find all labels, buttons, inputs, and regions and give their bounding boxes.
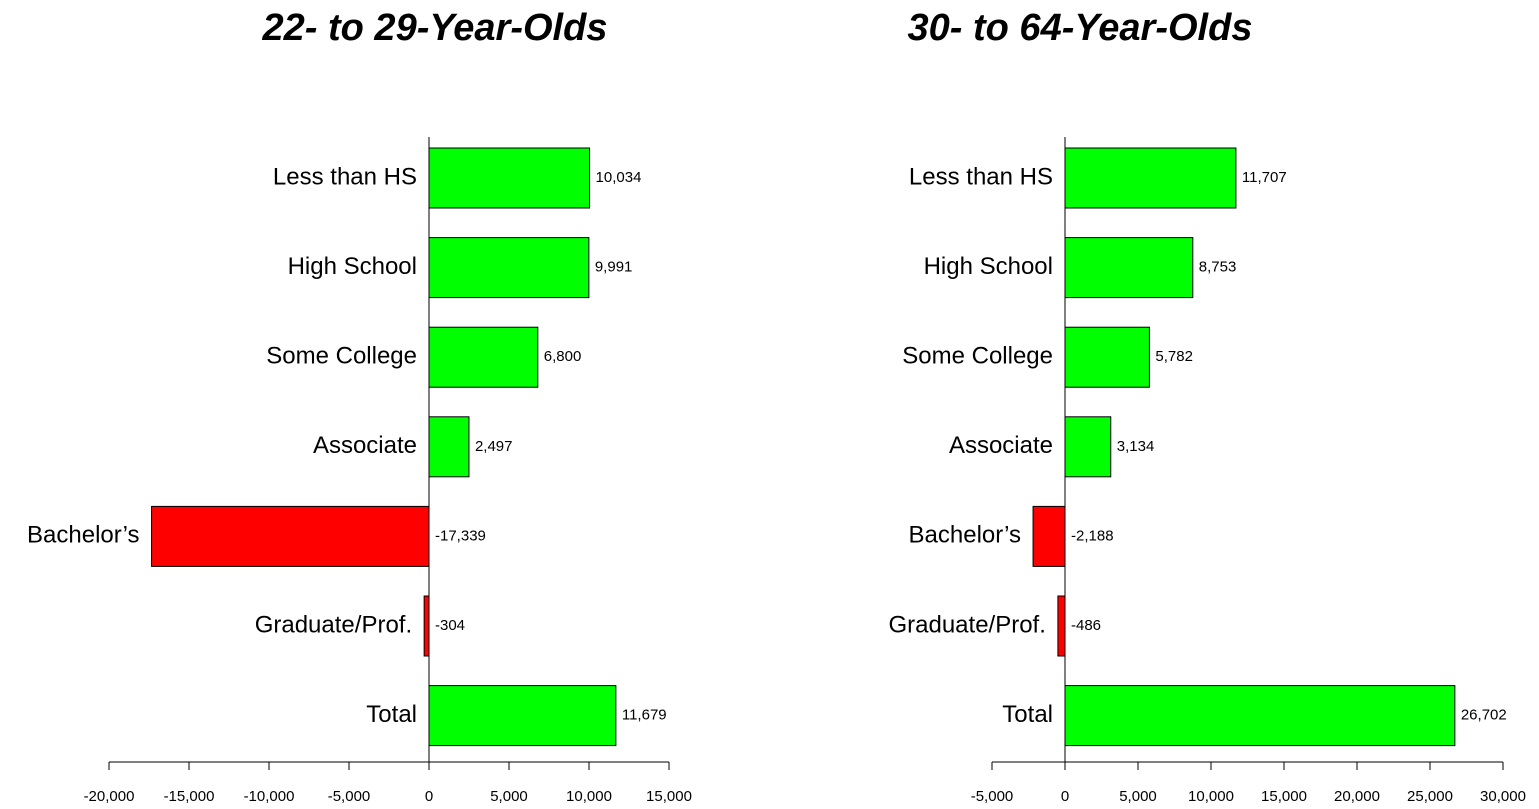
category-label: Bachelor’s [27, 522, 140, 549]
category-label: High School [288, 253, 417, 280]
value-label: 8,753 [1199, 259, 1237, 276]
x-tick-label: 20,000 [1334, 788, 1380, 805]
x-tick-label: 25,000 [1407, 788, 1453, 805]
x-tick-label: 15,000 [646, 788, 692, 805]
bar [428, 147, 591, 209]
category-label: Associate [313, 432, 417, 459]
x-tick-label: 15,000 [1261, 788, 1307, 805]
category-label: Less than HS [909, 163, 1053, 190]
x-tick-label: -20,000 [84, 788, 135, 805]
x-tick-label: -15,000 [164, 788, 215, 805]
bar [151, 505, 430, 567]
category-label: Some College [902, 343, 1053, 370]
bar [1064, 685, 1456, 747]
value-label: 26,702 [1461, 707, 1507, 724]
x-tick-label: 0 [425, 788, 433, 805]
category-label: Some College [266, 343, 417, 370]
category-label: Total [366, 701, 417, 728]
x-tick-label: 5,000 [1119, 788, 1157, 805]
x-tick-label: -5,000 [328, 788, 371, 805]
bar [428, 237, 590, 299]
x-tick-label: -10,000 [244, 788, 295, 805]
x-tick-label: 10,000 [1188, 788, 1234, 805]
bar [428, 416, 470, 478]
x-tick-label: 30,000 [1480, 788, 1526, 805]
value-label: -17,339 [435, 527, 486, 544]
bar [1032, 505, 1066, 567]
bar [1064, 147, 1237, 209]
chart-title: 30- to 64-Year-Olds [908, 7, 1253, 49]
bar [1064, 416, 1112, 478]
value-label: 11,707 [1242, 169, 1287, 186]
chart-title: 22- to 29-Year-Olds [262, 7, 608, 49]
category-label: High School [924, 253, 1053, 280]
value-label: -486 [1071, 617, 1101, 634]
x-tick-label: -5,000 [971, 788, 1014, 805]
value-label: 3,134 [1117, 438, 1155, 455]
value-label: 5,782 [1155, 348, 1193, 365]
category-label: Less than HS [273, 163, 417, 190]
value-label: -2,188 [1071, 527, 1114, 544]
value-label: 2,497 [475, 438, 513, 455]
value-label: 6,800 [544, 348, 582, 365]
category-label: Total [1002, 701, 1053, 728]
bar [428, 326, 539, 388]
value-label: -304 [435, 617, 465, 634]
bar [428, 685, 617, 747]
value-label: 10,034 [596, 169, 642, 186]
category-label: Graduate/Prof. [888, 611, 1045, 638]
x-tick-label: 0 [1061, 788, 1069, 805]
x-tick-label: 5,000 [490, 788, 528, 805]
category-label: Graduate/Prof. [255, 611, 412, 638]
bar [1064, 237, 1194, 299]
category-label: Associate [949, 432, 1053, 459]
x-tick-label: 10,000 [566, 788, 612, 805]
bar [1057, 595, 1066, 657]
category-label: Bachelor’s [909, 522, 1022, 549]
bar [1064, 326, 1150, 388]
value-label: 9,991 [595, 259, 633, 276]
bar [423, 595, 430, 657]
value-label: 11,679 [622, 707, 667, 724]
